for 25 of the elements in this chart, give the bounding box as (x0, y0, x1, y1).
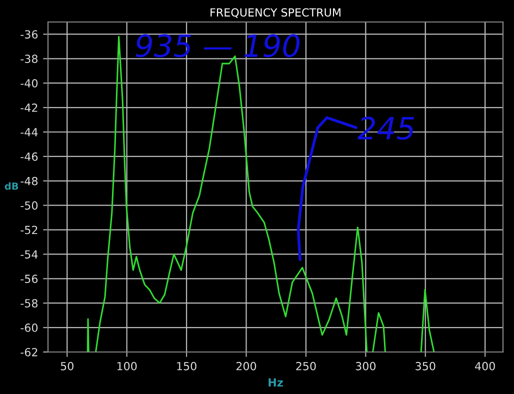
x-tick-label: 350 (416, 362, 436, 370)
y-tick-label: -60 (20, 324, 38, 332)
y-axis-title: dB (4, 182, 18, 190)
x-tick-label: 250 (296, 362, 316, 370)
x-tick-label: 400 (475, 362, 495, 370)
x-axis-title: Hz (268, 378, 283, 386)
y-tick-label: -44 (20, 128, 38, 136)
y-tick-label: -46 (20, 152, 38, 161)
y-tick-label: -52 (20, 226, 38, 234)
x-tick-label: 50 (60, 362, 74, 370)
y-tick-label: -50 (20, 201, 38, 210)
y-tick-label: -58 (20, 299, 38, 308)
y-tick-label: -36 (20, 30, 38, 39)
x-tick-label: 150 (177, 362, 196, 370)
y-tick-label: -54 (20, 250, 38, 259)
chart-title: FREQUENCY SPECTRUM (210, 8, 340, 18)
y-tick-label: -42 (20, 104, 38, 112)
y-tick-label: -48 (20, 176, 38, 186)
y-tick-label: -38 (20, 54, 38, 64)
y-tick-label: -40 (20, 79, 38, 88)
x-tick-label: 300 (356, 362, 376, 370)
x-tick-label: 200 (236, 362, 256, 370)
y-tick-label: -56 (20, 274, 38, 284)
x-tick-label: 100 (117, 362, 137, 370)
y-tick-label: -62 (20, 348, 38, 356)
